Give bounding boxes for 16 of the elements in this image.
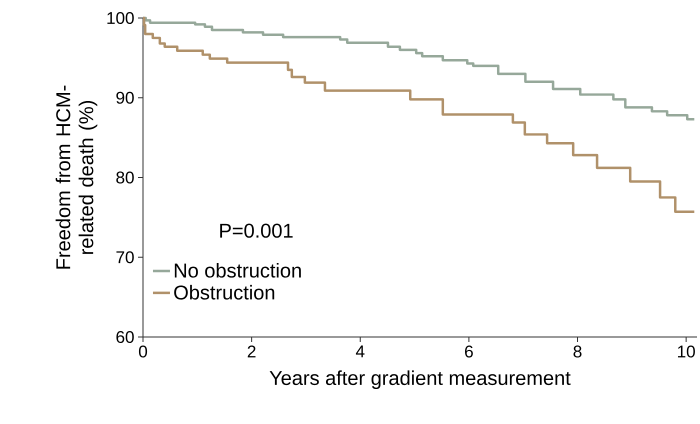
y-tick-label: 70 <box>116 251 134 264</box>
x-tick-label: 8 <box>574 346 582 358</box>
x-axis-title: Years after gradient measurement <box>270 370 571 390</box>
y-tick-label: 90 <box>116 92 134 104</box>
y-tick-label: 80 <box>116 171 134 184</box>
x-tick-label: 2 <box>248 346 256 358</box>
x-tick-label: 6 <box>465 346 473 358</box>
legend-label: Obstruction <box>174 284 274 300</box>
x-tick-label: 10 <box>678 346 695 358</box>
x-tick-label: 4 <box>356 346 364 358</box>
x-tick-label: 0 <box>138 346 148 358</box>
annotation: P=0.001 <box>220 224 293 238</box>
y-tick-label: 60 <box>116 330 134 344</box>
y-tick-label: 100 <box>107 12 134 24</box>
y-axis-title: Freedom from HCM-related death (%) <box>56 86 98 269</box>
legend-label: No obstruction <box>174 262 301 278</box>
